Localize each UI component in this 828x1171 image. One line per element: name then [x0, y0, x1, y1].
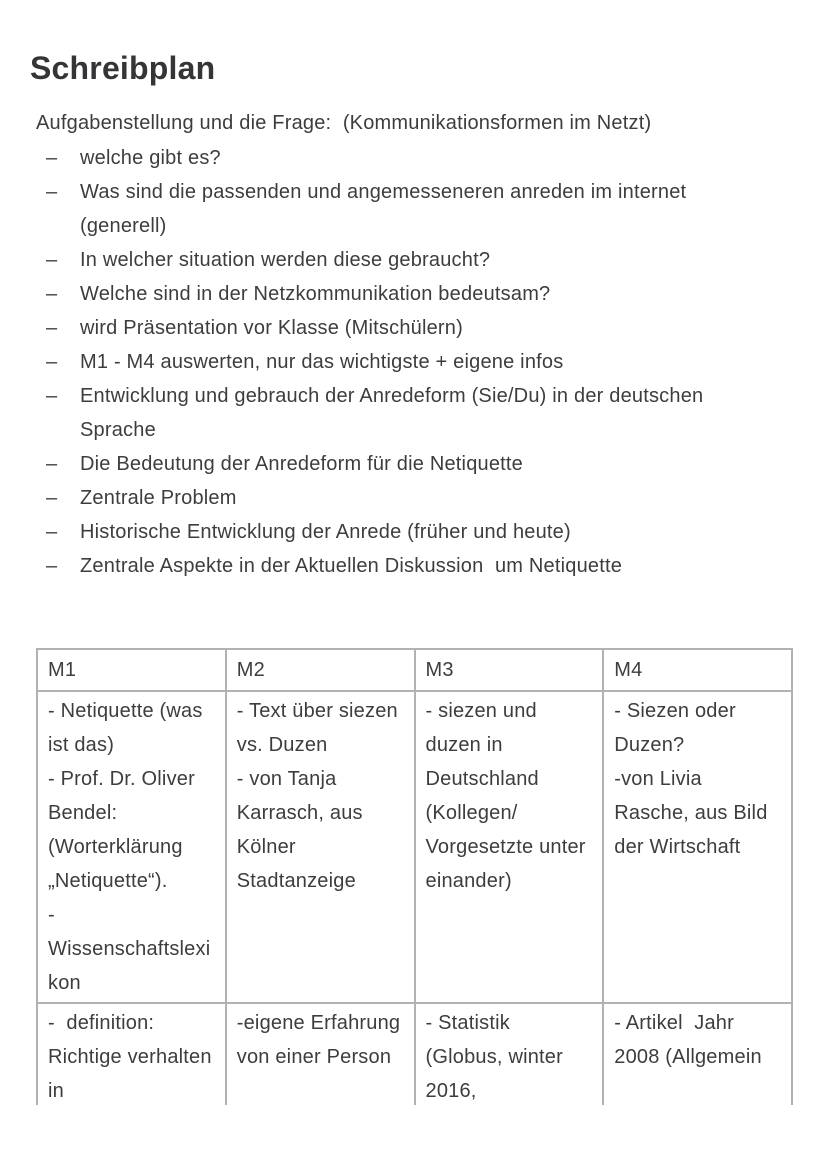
list-item-text: Was sind die passenden und angemessenere…: [80, 181, 693, 237]
table-cell-m3-sources: - siezen und duzen in Deutschland (Kolle…: [413, 690, 605, 1004]
list-item: – M1 - M4 auswerten, nur das wichtigste …: [46, 345, 766, 379]
list-item-marker: –: [46, 181, 58, 203]
list-item-marker: –: [46, 521, 58, 543]
table-cell-m2-notes: -eigene Erfahrung von einer Person: [224, 1002, 416, 1105]
list-item-text: In welcher situation werden diese gebrau…: [80, 249, 491, 271]
list-item: – welche gibt es?: [46, 141, 766, 175]
table-cell-m1-notes: - definition: Richtige verhalten in: [36, 1002, 227, 1105]
list-item: – Welche sind in der Netzkommunikation b…: [46, 277, 766, 311]
list-item-text: M1 - M4 auswerten, nur das wichtigste + …: [80, 351, 564, 373]
table-header-cell-m4: M4: [602, 648, 793, 692]
table-cell-m2-sources: - Text über siezen vs. Duzen - von Tanja…: [224, 690, 416, 1004]
list-item: – Historische Entwicklung der Anrede (fr…: [46, 515, 766, 549]
list-item-text: Entwicklung und gebrauch der Anredeform …: [80, 385, 710, 441]
table-cell-m3-notes: - Statistik (Globus, winter 2016,: [413, 1002, 605, 1105]
list-item-text: Historische Entwicklung der Anrede (früh…: [80, 521, 571, 543]
table-header-cell-m2: M2: [224, 648, 416, 692]
page-title: Schreibplan: [30, 50, 216, 86]
list-item-text: Die Bedeutung der Anredeform für die Net…: [80, 453, 524, 475]
list-item: – Die Bedeutung der Anredeform für die N…: [46, 447, 766, 481]
list-item-text: Welche sind in der Netzkommunikation bed…: [80, 283, 551, 305]
list-item: – Zentrale Problem: [46, 481, 766, 515]
table-header-cell-m1: M1: [36, 648, 227, 692]
list-item-text: welche gibt es?: [80, 147, 221, 169]
list-item-marker: –: [46, 351, 58, 373]
list-item: – Was sind die passenden und angemessene…: [46, 175, 766, 243]
list-item-marker: –: [46, 487, 58, 509]
table-cell-m4-notes: - Artikel Jahr 2008 (Allgemein: [602, 1002, 793, 1105]
list-item-marker: –: [46, 453, 58, 475]
table-row: - definition: Richtige verhalten in -eig…: [36, 1002, 793, 1105]
list-item-marker: –: [46, 317, 58, 339]
list-item-text: wird Präsentation vor Klasse (Mitschüler…: [80, 317, 463, 339]
list-item: – Entwicklung und gebrauch der Anredefor…: [46, 379, 766, 447]
table-cell-m4-sources: - Siezen oder Duzen? -von Livia Rasche, …: [602, 690, 793, 1004]
list-item-marker: –: [46, 283, 58, 305]
list-item-text: Zentrale Aspekte in der Aktuellen Diskus…: [80, 555, 623, 577]
table-header-row: M1 M2 M3 M4: [36, 648, 793, 692]
table-cell-m1-sources: - Netiquette (was ist das) - Prof. Dr. O…: [36, 690, 227, 1004]
materials-table-region: M1 M2 M3 M4 - Netiquette (was ist das) -…: [36, 648, 796, 1105]
list-item-text: Zentrale Problem: [80, 487, 237, 509]
materials-table: M1 M2 M3 M4 - Netiquette (was ist das) -…: [36, 648, 793, 1105]
table-row: - Netiquette (was ist das) - Prof. Dr. O…: [36, 690, 793, 1004]
list-item-marker: –: [46, 385, 58, 407]
table-header-cell-m3: M3: [413, 648, 605, 692]
list-item: – wird Präsentation vor Klasse (Mitschül…: [46, 311, 766, 345]
intro-text: Aufgabenstellung und die Frage: (Kommuni…: [36, 112, 652, 134]
list-item: – Zentrale Aspekte in der Aktuellen Disk…: [46, 549, 766, 583]
bullet-list: – welche gibt es? – Was sind die passend…: [46, 141, 766, 583]
list-item-marker: –: [46, 249, 58, 271]
list-item-marker: –: [46, 147, 58, 169]
list-item-marker: –: [46, 555, 58, 577]
list-item: – In welcher situation werden diese gebr…: [46, 243, 766, 277]
